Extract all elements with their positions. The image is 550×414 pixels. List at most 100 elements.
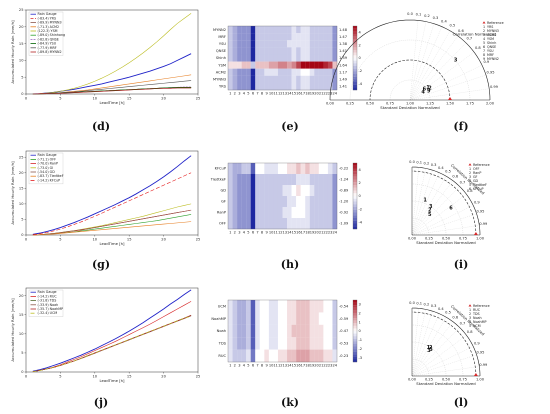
heat-cell xyxy=(237,349,242,363)
heat-cell xyxy=(241,75,247,83)
corr-line xyxy=(409,64,483,101)
corr-tick-label: 0.9 xyxy=(474,342,480,346)
colorbar-segment xyxy=(353,174,357,177)
column-label: 5 xyxy=(247,231,249,235)
legend-marker: 3 xyxy=(483,33,485,37)
corr-line xyxy=(411,168,426,236)
colorbar-segment xyxy=(353,307,357,311)
series-line xyxy=(32,289,192,372)
heat-cell xyxy=(268,312,274,325)
column-label: 20 xyxy=(314,364,319,368)
heat-cell xyxy=(318,47,324,55)
heat-cell xyxy=(250,40,256,48)
corr-line xyxy=(409,74,487,101)
heat-cell xyxy=(259,68,265,76)
corr-tick-label: 0.99 xyxy=(479,363,488,367)
heat-cell xyxy=(232,312,238,325)
legend-marker: 5 xyxy=(469,183,471,187)
legend-label: (-89.8) MYNN2 xyxy=(38,50,62,54)
column-label: 5 xyxy=(247,364,249,368)
colorbar-segment xyxy=(353,84,357,88)
colorbar-frame xyxy=(352,162,358,230)
heat-cell xyxy=(228,300,233,313)
taylor-point: 4 xyxy=(421,90,425,96)
heat-cell xyxy=(323,349,329,363)
heat-cell xyxy=(282,207,288,219)
heat-cell xyxy=(250,68,256,76)
heat-cell xyxy=(255,312,260,325)
outer-arc xyxy=(411,166,481,236)
heat-cell xyxy=(232,207,238,219)
heat-cell xyxy=(241,207,247,219)
heat-cell xyxy=(255,61,260,69)
heat-cell xyxy=(282,33,288,41)
heat-cell xyxy=(277,163,283,175)
colorbar-segment xyxy=(353,333,357,337)
x-tick-label: 25 xyxy=(196,238,201,242)
heat-cell xyxy=(282,196,288,208)
legend-label: OFF xyxy=(473,167,479,171)
corr-tick-label: 0.6 xyxy=(458,29,464,33)
legend-label: (-73.0) GI xyxy=(38,166,54,170)
heat-cell xyxy=(268,33,274,41)
x-tick-label: 5 xyxy=(59,238,61,242)
heat-cell xyxy=(327,324,333,338)
sd-tick-label: 0.75 xyxy=(459,378,467,382)
heat-cell xyxy=(332,185,338,197)
legend-box xyxy=(28,152,64,185)
legend-label: (-54.0) GD xyxy=(38,170,56,174)
sd-tick-label: 0.00 xyxy=(408,237,417,241)
corr-tick-label: 0.8 xyxy=(467,330,473,334)
colorbar-segment xyxy=(353,223,357,227)
colorbar-segment xyxy=(353,42,357,45)
heat-cell xyxy=(318,196,324,208)
heat-cell xyxy=(277,82,283,91)
heat-cell xyxy=(259,207,265,219)
y-tick-label: 0 xyxy=(21,92,24,96)
column-label: 13 xyxy=(282,364,287,368)
legend-label: (-14.2) KFCuP xyxy=(38,178,61,182)
heat-cell xyxy=(232,324,238,338)
heat-cell xyxy=(305,163,310,175)
legend-ref-icon xyxy=(468,304,472,307)
column-label: 2 xyxy=(234,231,236,235)
colorbar-segment xyxy=(353,71,357,75)
corr-line xyxy=(411,205,474,236)
colorbar-segment xyxy=(353,176,357,180)
heat-cell xyxy=(327,40,333,48)
heat-cell xyxy=(318,207,324,219)
heat-cell xyxy=(273,82,279,91)
heat-cell xyxy=(318,324,324,338)
legend-label: (-71.1) OFF xyxy=(38,157,57,161)
heat-cell xyxy=(314,54,319,62)
column-label: 7 xyxy=(256,364,258,368)
heat-cell xyxy=(255,300,260,313)
sd-arc xyxy=(411,341,447,377)
heat-cell xyxy=(300,185,306,197)
heat-cell xyxy=(250,312,256,325)
corr-line xyxy=(409,23,435,101)
heat-cell xyxy=(296,196,301,208)
column-label: 7 xyxy=(256,231,258,235)
heat-cell xyxy=(259,174,265,186)
heatmap-e: MYNN2 1.48 MRF 1.47 YSU 1.38 QNSE 1.41 Shinh 1.39… xyxy=(213,25,363,96)
x-tick-label: 0 xyxy=(25,97,28,101)
taylor-point: 9 xyxy=(427,88,431,94)
heat-cell xyxy=(305,82,310,91)
heat-cell xyxy=(282,324,288,338)
heat-cell xyxy=(300,218,306,230)
sd-tick-label: 0.00 xyxy=(326,102,335,106)
corr-tick-label: 0.2 xyxy=(424,161,430,165)
legend-box xyxy=(28,289,64,317)
heat-cell xyxy=(268,54,274,62)
heat-cell xyxy=(318,82,324,91)
legend-label: (-33.9) Noah xyxy=(38,303,59,307)
heat-cell xyxy=(287,196,292,208)
heat-cell xyxy=(291,47,297,55)
heat-cell xyxy=(250,82,256,91)
heat-cell xyxy=(259,82,265,91)
legend-label: RUC xyxy=(473,308,481,312)
colorbar-segment xyxy=(353,305,357,308)
row-label: NoahMP xyxy=(211,317,226,321)
row-label: MYNN3 xyxy=(213,78,226,82)
